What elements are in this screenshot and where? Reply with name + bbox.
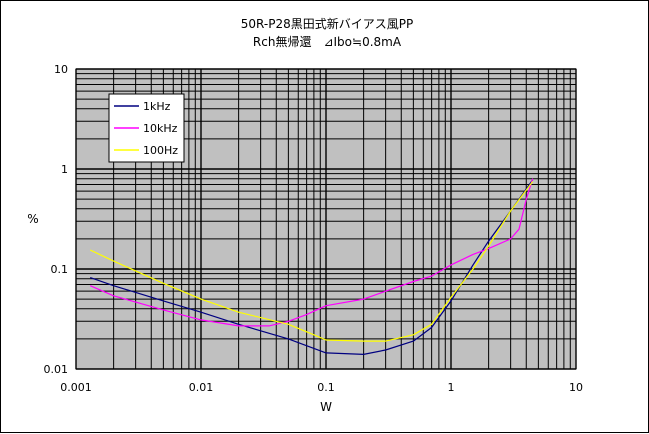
series-layer <box>89 178 534 355</box>
x-tick-label: 1 <box>448 381 455 394</box>
x-tick-label: 10 <box>569 381 583 394</box>
legend-label: 10kHz <box>143 122 178 135</box>
chart-title: 50R-P28黒田式新バイアス風PP <box>241 16 413 31</box>
x-axis-label: W <box>320 400 332 414</box>
y-tick-label: 0.1 <box>51 263 69 276</box>
series-line <box>90 179 534 355</box>
plot-border <box>75 68 577 370</box>
y-tick-labels: 0.01 0.1 1 10 <box>44 63 69 376</box>
y-axis-label: % <box>27 212 38 226</box>
legend-label: 1kHz <box>143 100 171 113</box>
y-tick-label: 10 <box>54 63 68 76</box>
y-tick-label: 1 <box>61 163 68 176</box>
legend-label: 100Hz <box>143 144 178 157</box>
x-tick-labels: 0.001 0.01 0.1 1 10 <box>60 381 583 394</box>
x-tick-label: 0.1 <box>317 381 335 394</box>
legend: 1kHz 10kHz 100Hz <box>108 93 185 163</box>
y-tick-label: 0.01 <box>44 363 69 376</box>
x-tick-label: 0.01 <box>189 381 214 394</box>
x-tick-label: 0.001 <box>60 381 92 394</box>
series-line <box>89 181 534 342</box>
series-line <box>89 178 534 327</box>
chart-subtitle: Rch無帰還 ⊿Ibo≒0.8mA <box>253 34 402 49</box>
